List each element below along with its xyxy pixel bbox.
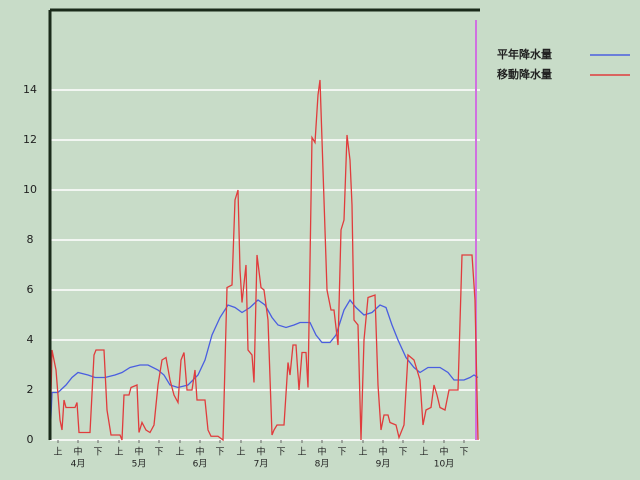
month-label: 4月 [71,459,86,470]
x-tick-label: 中 [378,446,387,458]
month-label: 5月 [132,459,147,470]
x-tick-label: 上 [297,447,306,458]
x-tick-label: 上 [175,447,184,458]
y-tick-label: 2 [27,383,34,396]
x-tick-label: 中 [134,446,143,458]
y-tick-label: 12 [23,133,37,146]
x-tick-label: 上 [53,447,62,458]
legend-label: 平年降水量 [497,47,552,61]
month-label: 7月 [254,459,269,470]
month-label: 10月 [434,459,454,470]
x-tick-label: 上 [419,447,428,458]
x-tick-label: 下 [337,448,346,458]
x-tick-label: 上 [358,447,367,458]
x-tick-label: 下 [93,448,102,458]
x-tick-label: 下 [276,448,285,458]
month-label: 8月 [315,459,330,470]
x-tick-label: 中 [256,446,265,458]
x-tick-label: 下 [215,448,224,458]
x-tick-label: 中 [439,446,448,458]
x-tick-label: 中 [195,446,204,458]
x-tick-label: 上 [236,447,245,458]
x-tick-label: 下 [398,448,407,458]
y-tick-label: 8 [27,233,34,246]
y-tick-label: 4 [27,333,34,346]
series-line [49,298,479,441]
plot [49,79,479,442]
legend-label: 移動降水量 [497,67,552,81]
x-tick-label: 下 [154,448,163,458]
month-label: 6月 [193,459,208,470]
y-tick-label: 0 [27,433,34,446]
x-tick-label: 中 [73,446,82,458]
y-tick-label: 14 [23,83,37,96]
x-tick-label: 上 [114,447,123,458]
y-tick-label: 6 [27,283,34,296]
y-tick-label: 10 [23,183,37,196]
x-tick-label: 下 [459,448,468,458]
series-line [49,79,479,442]
month-label: 9月 [376,459,391,470]
x-tick-label: 中 [317,446,326,458]
